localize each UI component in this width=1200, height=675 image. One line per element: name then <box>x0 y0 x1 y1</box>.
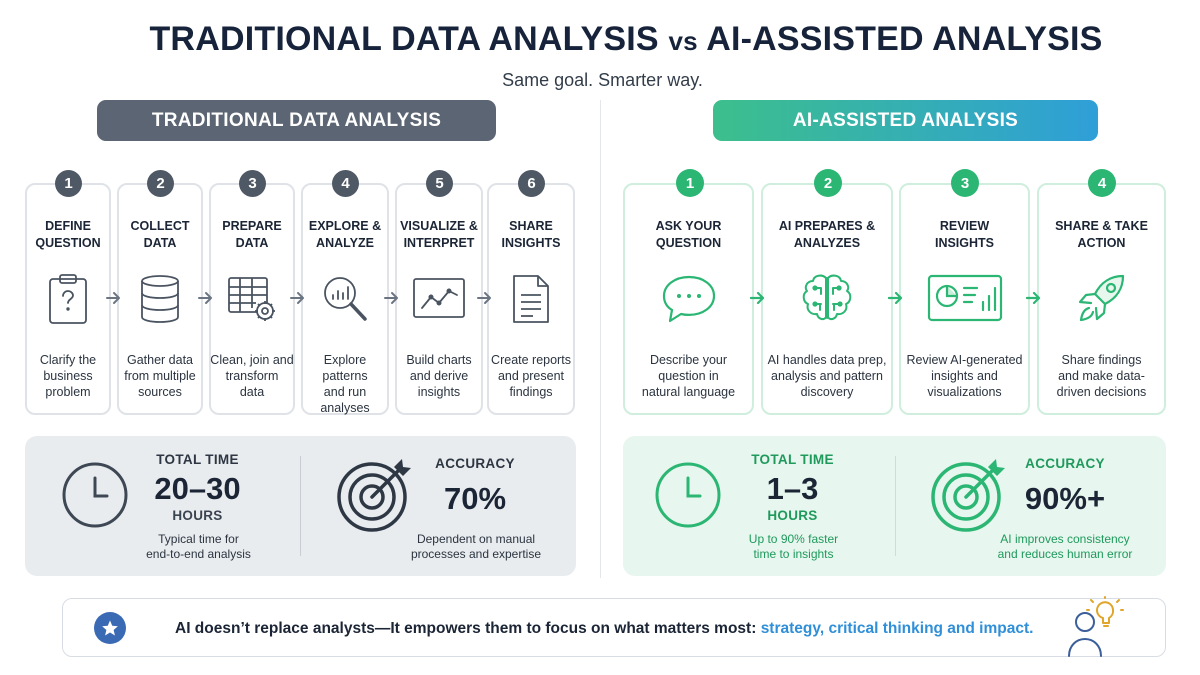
trad-step-title: PREPARE DATA <box>222 219 282 250</box>
ai-step-desc: Share findings and make data- driven dec… <box>1056 353 1147 399</box>
arrow-right-icon <box>198 292 212 304</box>
trad-step-desc: Explore patterns and run analyses <box>320 353 370 415</box>
target-icon <box>931 459 1005 532</box>
target-icon <box>337 459 411 532</box>
trad-step-number: 5 <box>426 170 453 197</box>
trad-step-number: 3 <box>239 170 266 197</box>
arrow-right-icon <box>1026 291 1041 305</box>
footer-highlight: strategy, critical thinking and impact. <box>760 620 1034 637</box>
table-gear-icon <box>209 270 295 328</box>
ai-stats-panel <box>623 436 1166 576</box>
chat-bubble-icon <box>623 270 754 328</box>
arrow-right-icon <box>888 291 903 305</box>
database-icon <box>117 270 203 328</box>
footer-message: AI doesn’t replace analysts—It empowers … <box>175 620 1034 637</box>
ai-step-card-1 <box>623 183 754 415</box>
ai-step-desc: Describe your question in natural langua… <box>641 353 736 399</box>
ai-step-number: 1 <box>676 169 704 197</box>
time-value: 1–3 <box>766 471 819 506</box>
page-title: TRADITIONAL DATA ANALYSIS vs AI-ASSISTED… <box>149 20 1103 58</box>
time-unit: HOURS <box>172 508 223 523</box>
trad-step-desc: Create reports and present findings <box>491 353 571 399</box>
accuracy-label: ACCURACY <box>1025 456 1105 471</box>
arrow-right-icon <box>106 292 120 304</box>
ai-step-title: AI PREPARES & ANALYZES <box>778 219 876 250</box>
clipboard-question-icon <box>25 270 111 328</box>
stats-divider <box>300 456 301 556</box>
time-value: 20–30 <box>154 471 241 506</box>
ai-step-number: 3 <box>951 169 979 197</box>
magnifier-chart-icon <box>301 270 389 328</box>
time-unit: HOURS <box>767 508 818 523</box>
person-lightbulb-icon <box>1068 596 1124 657</box>
ai-banner: AI-ASSISTED ANALYSIS <box>713 100 1098 141</box>
rocket-icon <box>1037 270 1166 328</box>
document-icon <box>487 270 575 328</box>
footer-callout <box>62 598 1166 657</box>
trad-step-desc: Clarify the business problem <box>39 353 97 399</box>
trad-step-number: 4 <box>332 170 359 197</box>
trad-step-number: 6 <box>518 170 545 197</box>
trad-step-title: EXPLORE & ANALYZE <box>308 219 382 250</box>
trad-step-title: SHARE INSIGHTS <box>501 219 561 250</box>
time-note: Typical time for end-to-end analysis <box>146 532 251 561</box>
time-note: Up to 90% faster time to insights <box>748 532 839 561</box>
time-label: TOTAL TIME <box>156 452 239 467</box>
dashboard-icon <box>899 270 1030 328</box>
arrow-right-icon <box>477 292 491 304</box>
line-chart-icon <box>395 270 483 328</box>
accuracy-value: 90%+ <box>1024 481 1106 516</box>
trad-step-title: DEFINE QUESTION <box>35 219 101 250</box>
ai-step-number: 2 <box>814 169 842 197</box>
page-subtitle: Same goal. Smarter way. <box>502 70 703 90</box>
accuracy-value: 70% <box>443 481 507 516</box>
center-divider <box>600 100 601 578</box>
ai-brain-icon <box>761 270 893 328</box>
arrow-right-icon <box>384 292 398 304</box>
trad-step-card-1 <box>25 183 111 415</box>
ai-step-title: REVIEW INSIGHTS <box>934 219 995 250</box>
trad-step-number: 2 <box>147 170 174 197</box>
ai-step-title: SHARE & TAKE ACTION <box>1055 219 1148 250</box>
ai-step-number: 4 <box>1088 169 1116 197</box>
arrow-right-icon <box>750 291 765 305</box>
accuracy-note: AI improves consistency and reduces huma… <box>997 532 1133 561</box>
star-icon <box>94 612 126 644</box>
accuracy-label: ACCURACY <box>435 456 515 471</box>
traditional-banner: TRADITIONAL DATA ANALYSIS <box>97 100 496 141</box>
trad-step-title: VISUALIZE & INTERPRET <box>400 219 478 250</box>
ai-step-desc: AI handles data prep, analysis and patte… <box>767 353 887 399</box>
accuracy-note: Dependent on manual processes and expert… <box>410 532 542 561</box>
ai-step-card-3 <box>899 183 1030 415</box>
trad-step-number: 1 <box>55 170 82 197</box>
trad-step-desc: Clean, join and transform data <box>210 353 294 399</box>
stats-divider <box>895 456 896 556</box>
trad-step-desc: Gather data from multiple sources <box>124 353 196 399</box>
time-label: TOTAL TIME <box>751 452 834 467</box>
ai-step-desc: Review AI-generated insights and visuali… <box>906 353 1023 399</box>
trad-step-title: COLLECT DATA <box>130 219 190 250</box>
trad-step-desc: Build charts and derive insights <box>406 353 472 399</box>
clock-icon <box>655 462 721 528</box>
arrow-right-icon <box>290 292 304 304</box>
clock-icon <box>62 462 128 528</box>
ai-step-title: ASK YOUR QUESTION <box>655 219 722 250</box>
